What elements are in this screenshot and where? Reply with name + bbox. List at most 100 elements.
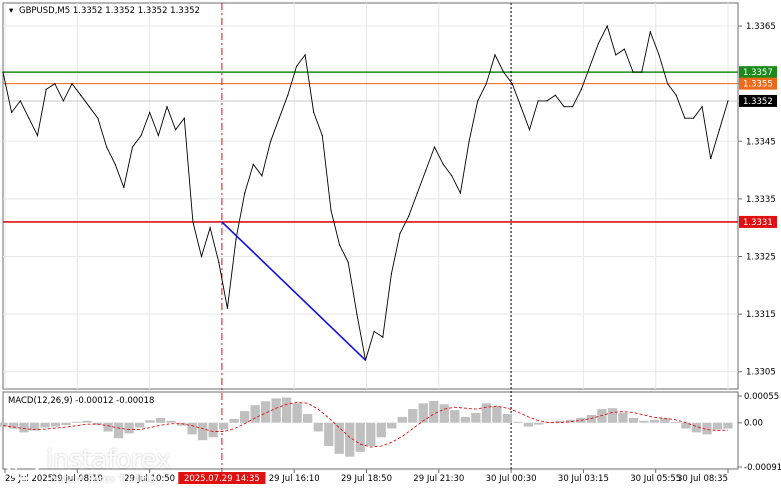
macd-y-tick-label: -0.00091 xyxy=(744,463,781,473)
macd-title: MACD(12,26,9) -0.00012 -0.00018 xyxy=(8,396,154,406)
macd-histogram-bar xyxy=(292,403,302,423)
macd-histogram-bar xyxy=(113,422,124,439)
price-tag: 1.3352 xyxy=(739,94,777,107)
y-tick-label: 1.3305 xyxy=(746,368,776,378)
macd-histogram-bar xyxy=(324,422,334,446)
x-tick-label: 30 Jul 00:30 xyxy=(486,474,537,484)
price-line xyxy=(2,24,729,361)
macd-histogram-bar xyxy=(450,410,460,423)
macd-histogram-bar xyxy=(250,405,260,423)
macd-histogram-bar xyxy=(481,403,491,423)
macd-histogram-bar xyxy=(649,419,660,423)
macd-histogram-bar xyxy=(555,420,565,423)
y-tick-label: 1.3325 xyxy=(746,252,776,262)
macd-histogram-bar xyxy=(61,422,71,426)
vertical-markers xyxy=(221,3,512,469)
macd-histogram-bar xyxy=(534,422,544,425)
macd-histogram-bar xyxy=(82,420,92,423)
macd-histogram-bar xyxy=(565,419,575,423)
macd-histogram-bar xyxy=(439,404,449,423)
macd-histogram-bar xyxy=(40,422,50,428)
price-tags: 1.3357 1.3355 1.3352 1.3331 xyxy=(739,66,777,228)
macd-histogram-bar xyxy=(544,421,554,423)
macd-histogram-bar xyxy=(366,422,376,446)
trend-segment xyxy=(221,221,367,361)
price-panel xyxy=(2,2,739,390)
macd-histogram-bar xyxy=(670,421,681,423)
dropdown-arrow-icon[interactable]: ▾ xyxy=(9,6,14,16)
macd-histogram-bar xyxy=(229,418,239,423)
macd-histogram-bar xyxy=(282,397,292,423)
macd-histogram-bar xyxy=(208,422,218,438)
macd-histogram-bar xyxy=(271,398,281,423)
x-tick-label: 29 Jul 08:10 xyxy=(52,474,103,484)
macd-y-tick-label: 0.00055 xyxy=(744,392,779,402)
macd-histogram-bar xyxy=(681,422,691,429)
macd-histogram-bar xyxy=(429,400,439,423)
price-tag-label: 1.3352 xyxy=(743,97,773,107)
macd-histogram-bar xyxy=(523,422,533,427)
macd-histogram-bar xyxy=(261,401,271,423)
y-tick-label: 1.3365 xyxy=(746,22,776,32)
x-tick-label: 30 Jul 03:15 xyxy=(558,474,609,484)
macd-histogram-bar xyxy=(145,420,155,423)
macd-histogram-bar xyxy=(19,422,29,433)
macd-histogram-bar xyxy=(387,422,397,429)
macd-histogram-bar xyxy=(187,422,197,435)
macd-histogram-bar xyxy=(198,422,208,441)
symbol-info: GBPUSD,M5 1.3352 1.3352 1.3352 1.3352 xyxy=(19,6,200,16)
macd-histogram-bar xyxy=(50,422,61,427)
trend-line xyxy=(221,221,367,361)
macd-histogram-bar xyxy=(513,421,523,423)
macd-histogram-bar xyxy=(639,420,649,423)
price-tag-label: 1.3331 xyxy=(743,218,773,228)
x-tick-label: 29 Jul 16:10 xyxy=(269,474,320,484)
macd-histogram-bar xyxy=(166,420,176,423)
x-tick-label: 30 Jul 08:35 xyxy=(677,474,728,484)
macd-histogram-bar xyxy=(408,409,418,423)
price-series xyxy=(2,24,729,361)
price-tag-bg xyxy=(739,66,777,79)
macd-histogram-bar xyxy=(71,421,82,423)
macd-histogram-bar xyxy=(586,415,596,423)
macd-histogram-bar xyxy=(0,422,8,427)
macd-histogram-bar xyxy=(471,413,481,423)
macd-signal-line xyxy=(2,401,729,448)
macd-histogram-bar xyxy=(8,422,19,429)
macd-histogram-bar xyxy=(492,406,502,423)
macd-histogram-bar xyxy=(240,411,250,423)
macd-histogram-bar xyxy=(376,422,386,438)
macd-histogram-bar xyxy=(155,417,166,423)
macd-histogram-bar xyxy=(618,413,628,423)
macd-histogram-bar xyxy=(92,422,103,425)
horizontal-levels xyxy=(3,71,738,223)
price-tag-label: 1.3355 xyxy=(743,80,773,90)
price-tag: 1.3355 xyxy=(739,77,777,90)
macd-histogram-bar xyxy=(313,422,323,432)
x-tick-label: 29 Jul 18:50 xyxy=(341,474,392,484)
price-tag: 1.3357 xyxy=(739,66,777,79)
macd-histogram-bar xyxy=(418,403,428,423)
macd-histogram-bar xyxy=(660,417,670,423)
macd-histogram-bar xyxy=(460,416,470,423)
macd-histogram-bar xyxy=(628,417,639,423)
x-tick-label: 29 Jul 10:50 xyxy=(124,474,175,484)
macd-histogram-bar xyxy=(219,422,229,430)
macd-y-tick-label: 0.00 xyxy=(744,419,763,429)
macd-histogram-bar xyxy=(334,422,344,454)
macd-histogram-bar xyxy=(607,408,618,423)
y-tick-label: 1.3335 xyxy=(746,195,776,205)
macd-histogram-bar xyxy=(691,422,702,433)
macd-histogram-bar xyxy=(134,422,145,428)
y-tick-label: 1.3315 xyxy=(746,310,776,320)
macd-histogram-bar xyxy=(303,414,313,423)
macd-series xyxy=(0,397,733,457)
y-tick-label: 1.3345 xyxy=(746,137,776,147)
price-tag-bg xyxy=(739,77,777,90)
macd-histogram-bar xyxy=(702,422,712,435)
price-tag-label: 1.3357 xyxy=(743,68,773,78)
x-tick-label: 30 Jul 05:55 xyxy=(630,474,681,484)
x-tick-label: 2025.07.29 14:35 xyxy=(184,474,260,484)
macd-histogram-bar xyxy=(502,414,512,423)
